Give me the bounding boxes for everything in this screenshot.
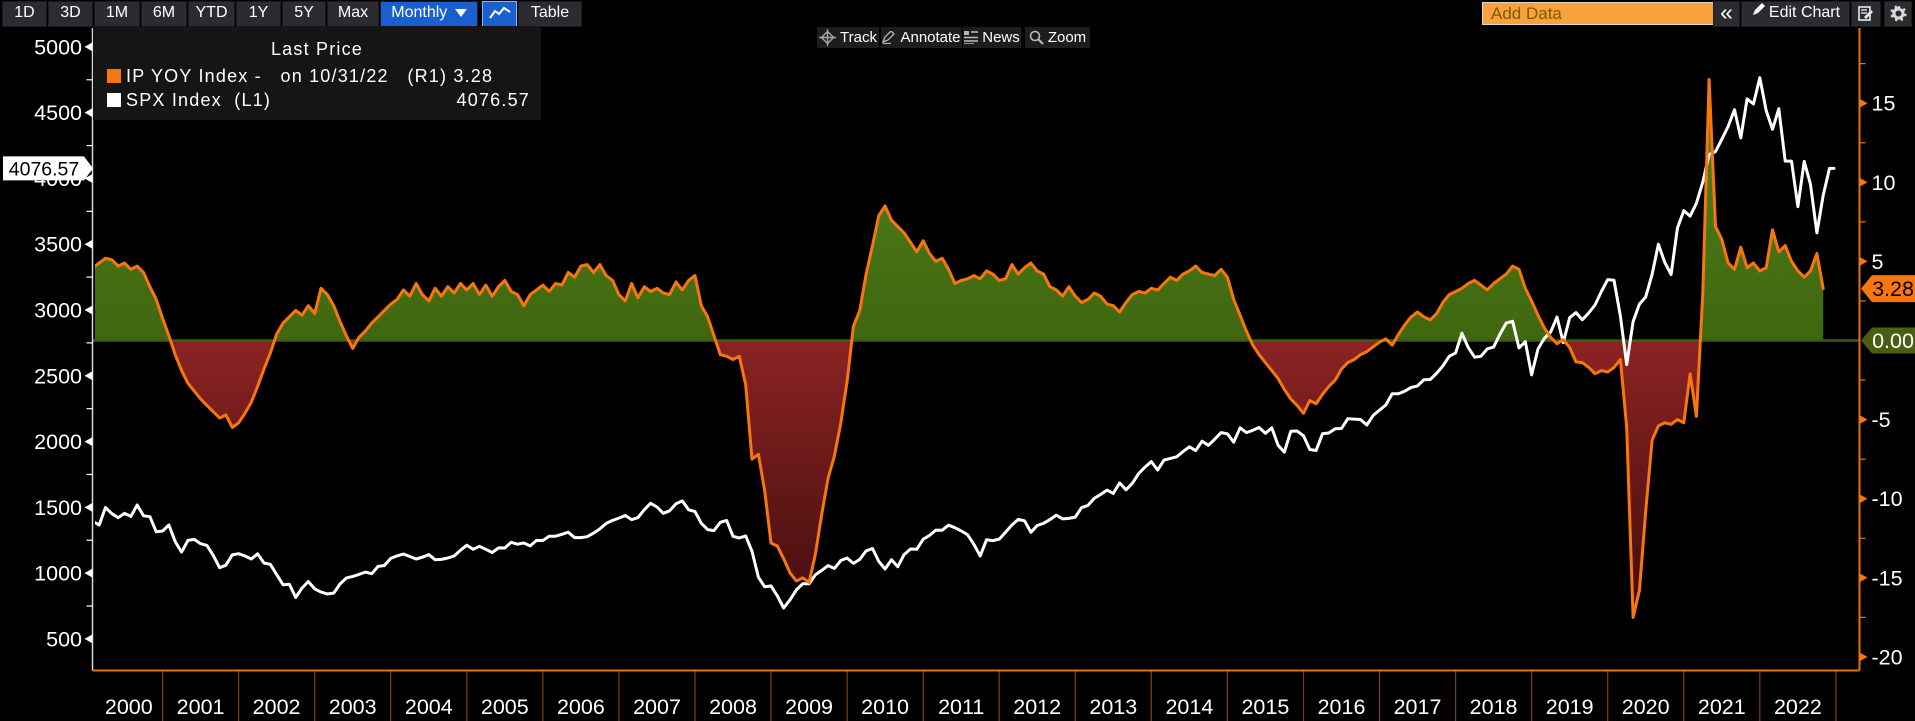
svg-text:500: 500: [46, 627, 82, 651]
svg-text:2005: 2005: [481, 695, 529, 719]
svg-text:3.28: 3.28: [1872, 277, 1914, 301]
svg-text:2017: 2017: [1394, 695, 1442, 719]
svg-text:10: 10: [1872, 171, 1896, 195]
svg-text:-10: -10: [1872, 487, 1903, 511]
svg-text:2009: 2009: [785, 695, 833, 719]
svg-text:-5: -5: [1872, 408, 1891, 432]
svg-text:3500: 3500: [34, 233, 82, 257]
svg-text:2006: 2006: [557, 695, 605, 719]
svg-text:15: 15: [1872, 92, 1896, 116]
svg-text:2011: 2011: [938, 695, 984, 719]
svg-text:2016: 2016: [1318, 695, 1366, 719]
svg-text:1000: 1000: [34, 562, 82, 586]
svg-text:2001: 2001: [177, 695, 225, 719]
svg-text:4500: 4500: [34, 101, 82, 125]
svg-text:2000: 2000: [105, 695, 153, 719]
svg-text:3000: 3000: [34, 299, 82, 323]
svg-text:2014: 2014: [1165, 695, 1213, 719]
svg-text:4076.57: 4076.57: [9, 158, 80, 180]
svg-text:-20: -20: [1872, 645, 1903, 669]
svg-text:2013: 2013: [1089, 695, 1137, 719]
svg-text:2500: 2500: [34, 364, 82, 388]
svg-text:2015: 2015: [1241, 695, 1289, 719]
svg-text:2022: 2022: [1774, 695, 1822, 719]
svg-text:2004: 2004: [405, 695, 453, 719]
svg-text:-15: -15: [1872, 566, 1903, 590]
svg-text:2002: 2002: [253, 695, 301, 719]
svg-text:2021: 2021: [1698, 695, 1746, 719]
svg-text:2000: 2000: [34, 430, 82, 454]
svg-text:1500: 1500: [34, 496, 82, 520]
svg-text:2010: 2010: [861, 695, 909, 719]
svg-text:2008: 2008: [709, 695, 757, 719]
svg-text:2007: 2007: [633, 695, 681, 719]
svg-text:5: 5: [1872, 250, 1884, 274]
svg-text:5000: 5000: [34, 35, 82, 59]
svg-text:2019: 2019: [1546, 695, 1594, 719]
svg-text:2003: 2003: [329, 695, 377, 719]
svg-text:2020: 2020: [1622, 695, 1670, 719]
svg-text:2018: 2018: [1470, 695, 1518, 719]
svg-text:2012: 2012: [1013, 695, 1061, 719]
svg-text:0.00: 0.00: [1872, 329, 1914, 353]
